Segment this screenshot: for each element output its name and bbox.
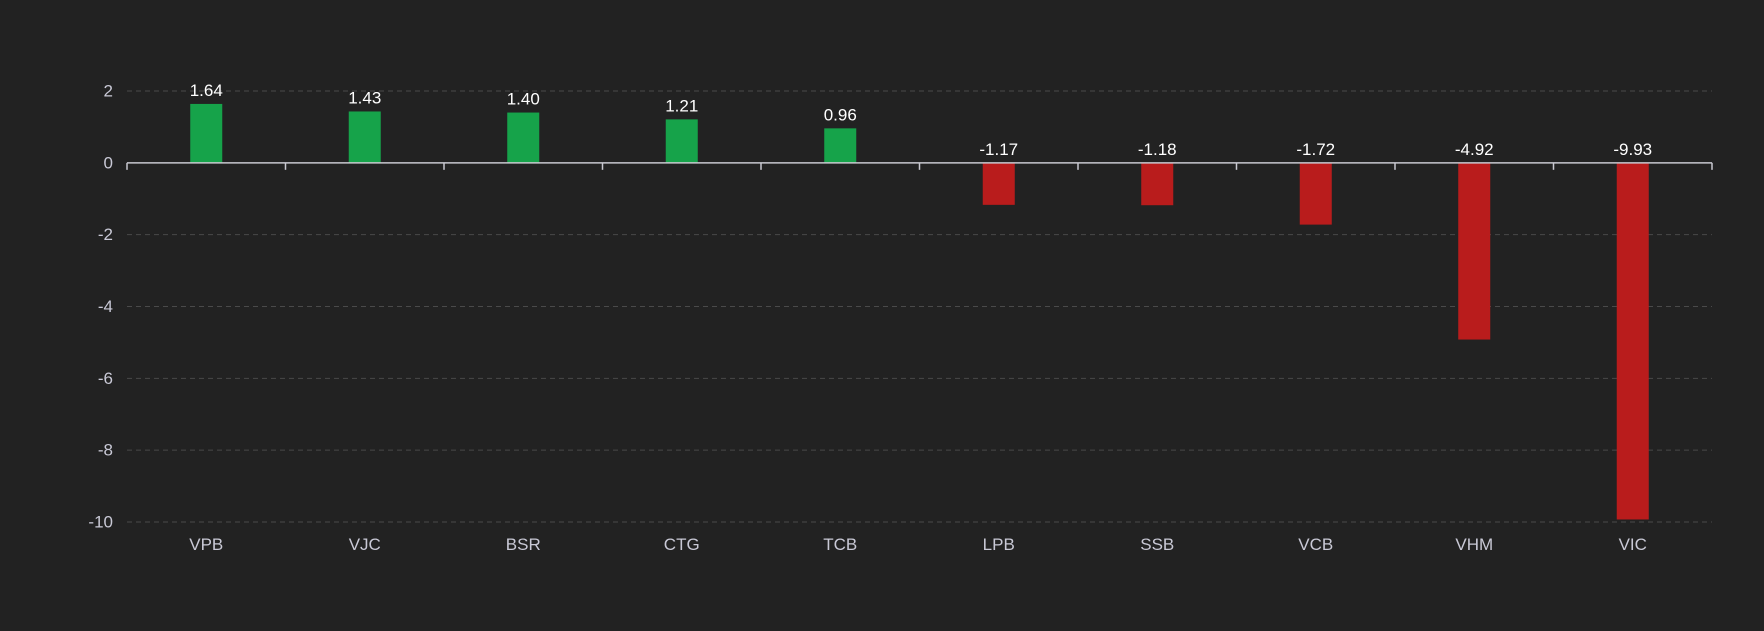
x-axis-ticks: VPB VJC BSR CTG TCB LPB SSB VCB VHM VIC [189, 535, 1647, 554]
bar-vic [1616, 162, 1649, 520]
x-tick-label: LPB [983, 535, 1015, 554]
x-axis [126, 162, 1713, 170]
value-label: -1.17 [979, 140, 1018, 159]
y-tick-label: 2 [104, 82, 113, 101]
grid-lines [127, 90, 1712, 523]
bar-vjc [348, 111, 381, 163]
y-tick-label: -10 [88, 513, 113, 532]
x-tick-label: VCB [1298, 535, 1333, 554]
y-tick-label: -6 [98, 369, 113, 388]
bar-vcb [1299, 162, 1332, 225]
y-axis-ticks: 2 0 -2 -4 -6 -8 -10 [88, 82, 113, 532]
bar-tcb [824, 128, 857, 163]
bars [190, 103, 1649, 520]
bar-lpb [982, 162, 1015, 205]
y-tick-label: -8 [98, 441, 113, 460]
value-label: 1.21 [665, 96, 698, 115]
y-tick-label: -2 [98, 225, 113, 244]
x-tick-label: VHM [1455, 535, 1493, 554]
value-labels: 1.64 1.43 1.40 1.21 0.96 -1.17 -1.18 -1.72 -4.92… [190, 81, 1652, 159]
x-tick-label: CTG [664, 535, 700, 554]
y-tick-label: -4 [98, 297, 113, 316]
x-tick-label: BSR [506, 535, 541, 554]
value-label: -9.93 [1613, 140, 1652, 159]
x-tick-label: SSB [1140, 535, 1174, 554]
value-label: -4.92 [1455, 140, 1494, 159]
bar-ctg [665, 119, 698, 163]
value-label: -1.72 [1296, 140, 1335, 159]
value-label: 1.64 [190, 81, 223, 100]
x-tick-label: VPB [189, 535, 223, 554]
value-label: -1.18 [1138, 140, 1177, 159]
bar-ssb [1141, 162, 1174, 206]
value-label: 0.96 [824, 105, 857, 124]
x-tick-label: VJC [349, 535, 381, 554]
bar-bsr [507, 112, 540, 163]
value-label: 1.43 [348, 88, 381, 107]
bar-vpb [190, 103, 223, 163]
y-tick-label: 0 [104, 153, 113, 172]
bar-vhm [1458, 162, 1491, 340]
x-tick-label: VIC [1619, 535, 1647, 554]
value-label: 1.40 [507, 90, 540, 109]
x-tick-label: TCB [823, 535, 857, 554]
